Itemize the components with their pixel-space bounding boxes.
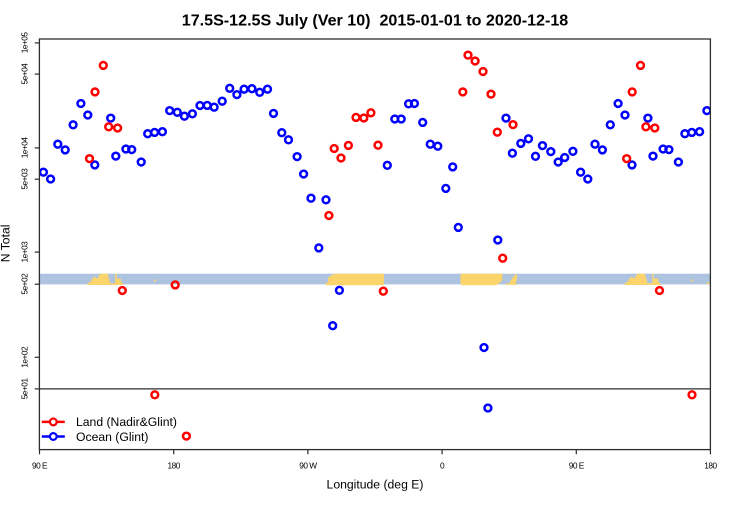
svg-text:N Total: N Total: [0, 225, 13, 263]
svg-text:1e+04: 1e+04: [20, 137, 30, 159]
svg-text:5e+03: 5e+03: [20, 168, 30, 190]
svg-text:90 E: 90 E: [569, 460, 585, 470]
svg-text:5e+01: 5e+01: [20, 378, 30, 400]
svg-text:1e+02: 1e+02: [20, 346, 30, 368]
svg-text:90 W: 90 W: [299, 460, 317, 470]
svg-text:0: 0: [440, 460, 445, 470]
svg-text:1e+03: 1e+03: [20, 241, 30, 263]
svg-text:Ocean (Glint): Ocean (Glint): [76, 430, 148, 444]
svg-text:180: 180: [704, 460, 717, 470]
svg-text:Land (Nadir&Glint): Land (Nadir&Glint): [76, 415, 177, 429]
svg-text:90 E: 90 E: [32, 460, 48, 470]
svg-text:1e+05: 1e+05: [20, 32, 30, 54]
svg-text:5e+04: 5e+04: [20, 63, 30, 85]
svg-text:Longitude (deg E): Longitude (deg E): [327, 478, 424, 492]
svg-text:17.5S-12.5S July (Ver 10) 201: 17.5S-12.5S July (Ver 10) 2015-01-01 to …: [182, 11, 569, 29]
svg-text:180: 180: [168, 460, 181, 470]
svg-text:5e+02: 5e+02: [20, 273, 30, 295]
